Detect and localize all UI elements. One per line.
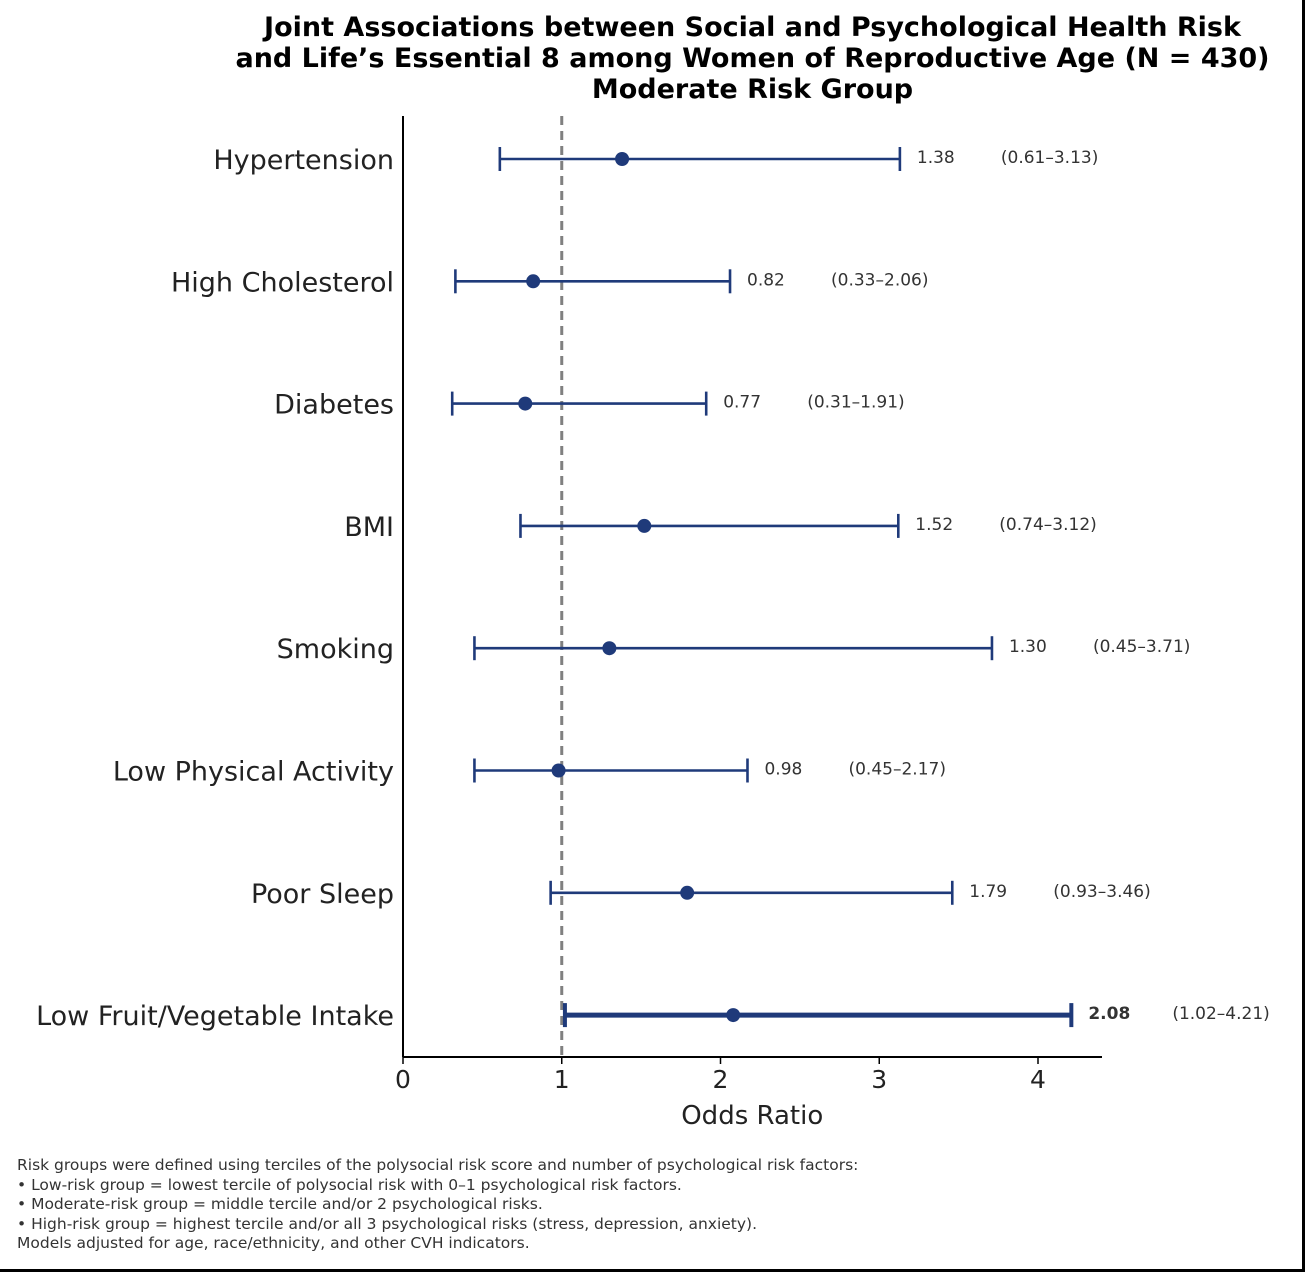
estimate-row: BMI 1.52 (0.74–3.12)	[344, 512, 1097, 543]
footnote: Risk groups were defined using terciles …	[17, 1156, 1217, 1254]
confidence-interval-label: (0.33–2.06)	[831, 270, 928, 290]
point-estimate	[726, 1008, 741, 1023]
y-category-label: Smoking	[277, 634, 394, 665]
chart-title: Joint Associations between Social and Ps…	[200, 12, 1305, 105]
point-estimate	[615, 152, 630, 166]
confidence-interval-label: (1.02–4.21)	[1172, 1004, 1269, 1024]
confidence-interval-label: (0.45–3.71)	[1093, 637, 1190, 657]
confidence-interval-label: (0.45–2.17)	[848, 760, 945, 780]
point-estimate	[551, 763, 566, 778]
odds-ratio-label: 0.82	[747, 270, 785, 290]
estimate-row: Poor Sleep 1.79 (0.93–3.46)	[251, 879, 1151, 910]
odds-ratio-label: 1.30	[1009, 637, 1047, 657]
confidence-interval-label: (0.31–1.91)	[807, 393, 904, 413]
point-estimate	[680, 885, 695, 900]
chart-title-line-1: Joint Associations between Social and Ps…	[264, 12, 1241, 43]
y-category-label: Low Physical Activity	[113, 757, 394, 788]
point-estimate	[518, 396, 533, 411]
point-estimate	[637, 518, 652, 533]
odds-ratio-label: 1.38	[917, 148, 955, 168]
y-category-label: BMI	[344, 512, 394, 543]
footnote-line-5: Models adjusted for age, race/ethnicity,…	[17, 1234, 530, 1252]
estimate-row: Low Fruit/Vegetable Intake 2.08 (1.02–4.21…	[36, 1001, 1270, 1032]
estimate-row: Hypertension 1.38 (0.61–3.13)	[213, 145, 1098, 176]
footnote-line-4: • High-risk group = highest tercile and/…	[17, 1214, 758, 1233]
point-estimate	[602, 641, 617, 656]
chart-title-line-3: Moderate Risk Group	[591, 74, 914, 105]
x-tick-label: 1	[554, 1065, 570, 1094]
odds-ratio-label: 2.08	[1088, 1004, 1130, 1024]
estimate-row: High Cholesterol 0.82 (0.33–2.06)	[171, 267, 929, 298]
confidence-interval-label: (0.93–3.46)	[1053, 882, 1150, 902]
x-tick-label: 3	[871, 1065, 887, 1094]
estimate-row: Diabetes 0.77 (0.31–1.91)	[274, 390, 905, 421]
footnote-line-3: • Moderate-risk group = middle tercile a…	[17, 1195, 543, 1213]
x-tick-label: 2	[713, 1065, 729, 1094]
estimate-row: Smoking 1.30 (0.45–3.71)	[277, 634, 1191, 665]
y-category-label: Low Fruit/Vegetable Intake	[36, 1001, 394, 1032]
point-estimate	[526, 274, 541, 289]
odds-ratio-label: 0.77	[723, 393, 761, 413]
y-category-label: High Cholesterol	[171, 267, 394, 298]
odds-ratio-label: 0.98	[764, 760, 802, 780]
y-category-label: Hypertension	[213, 145, 394, 176]
confidence-interval-label: (0.74–3.12)	[999, 515, 1096, 535]
odds-ratio-label: 1.52	[915, 515, 953, 535]
footnote-line-2: • Low-risk group = lowest tercile of pol…	[17, 1175, 682, 1194]
forest-plot: 0 1 2 3 4 Odds Ratio Hypertension 1.38 (0.61–3.1…	[36, 116, 1270, 1131]
y-category-label: Diabetes	[274, 390, 394, 421]
footnote-line-1: Risk groups were defined using terciles …	[17, 1156, 859, 1174]
estimate-row: Low Physical Activity 0.98 (0.45–2.17)	[113, 757, 946, 788]
x-tick-label: 4	[1030, 1065, 1046, 1094]
odds-ratio-label: 1.79	[969, 882, 1007, 902]
x-tick-label: 0	[395, 1065, 411, 1094]
confidence-interval-label: (0.61–3.13)	[1001, 148, 1098, 168]
chart-title-line-2: and Life’s Essential 8 among Women of Re…	[235, 43, 1270, 74]
y-category-label: Poor Sleep	[251, 879, 394, 910]
x-axis-title: Odds Ratio	[681, 1101, 823, 1131]
